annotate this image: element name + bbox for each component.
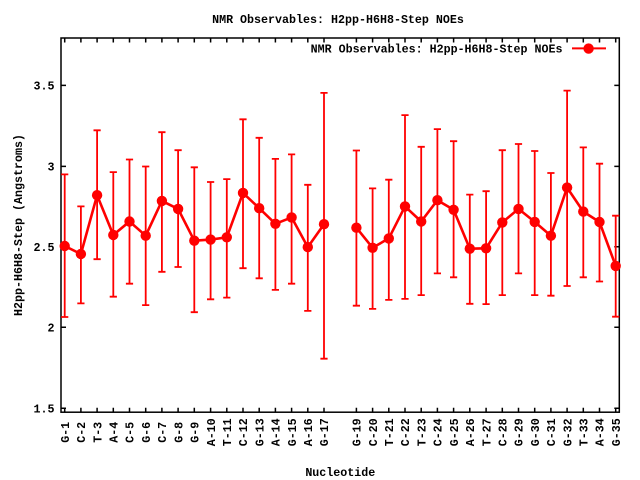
svg-text:G-35: G-35 (610, 418, 624, 446)
svg-text:G-19: G-19 (351, 418, 365, 446)
svg-text:G-13: G-13 (253, 418, 267, 446)
svg-text:C-28: C-28 (497, 418, 511, 446)
svg-text:2.5: 2.5 (34, 241, 55, 255)
svg-text:T-11: T-11 (221, 418, 235, 446)
svg-text:G-29: G-29 (513, 418, 527, 446)
svg-text:G-6: G-6 (140, 422, 154, 443)
svg-text:T-27: T-27 (480, 418, 494, 446)
svg-text:C-22: C-22 (399, 418, 413, 446)
svg-text:A-16: A-16 (302, 418, 316, 446)
svg-text:G-15: G-15 (286, 418, 300, 446)
svg-text:NMR Observables: H2pp-H6H8-Ste: NMR Observables: H2pp-H6H8-Step NOEs (212, 13, 464, 27)
svg-text:C-24: C-24 (432, 418, 446, 446)
svg-text:G-25: G-25 (448, 418, 462, 446)
svg-text:G-1: G-1 (59, 422, 73, 443)
svg-text:H2pp-H6H8-Step (Angstroms): H2pp-H6H8-Step (Angstroms) (12, 134, 26, 316)
svg-text:T-3: T-3 (91, 422, 105, 443)
svg-text:NMR Observables: H2pp-H6H8-Ste: NMR Observables: H2pp-H6H8-Step NOEs (311, 43, 563, 57)
svg-text:A-26: A-26 (464, 418, 478, 446)
svg-text:A-4: A-4 (108, 422, 122, 443)
svg-text:C-5: C-5 (124, 422, 138, 443)
svg-text:G-32: G-32 (561, 418, 575, 446)
svg-text:2: 2 (48, 322, 55, 336)
svg-text:T-21: T-21 (383, 418, 397, 446)
svg-text:C-31: C-31 (545, 418, 559, 446)
svg-text:3: 3 (48, 161, 55, 175)
svg-text:G-30: G-30 (529, 418, 543, 446)
svg-text:G-17: G-17 (318, 418, 332, 446)
svg-text:C-2: C-2 (75, 422, 89, 443)
svg-text:C-7: C-7 (156, 422, 170, 443)
svg-text:A-14: A-14 (270, 418, 284, 446)
svg-text:G-8: G-8 (172, 422, 186, 443)
svg-text:G-9: G-9 (189, 422, 203, 443)
svg-text:A-10: A-10 (205, 418, 219, 446)
svg-text:C-12: C-12 (237, 418, 251, 446)
svg-text:C-20: C-20 (367, 418, 381, 446)
svg-text:Nucleotide: Nucleotide (305, 466, 375, 480)
svg-text:1.5: 1.5 (34, 403, 55, 417)
svg-text:3.5: 3.5 (34, 80, 55, 94)
svg-text:A-34: A-34 (594, 418, 608, 446)
svg-text:T-23: T-23 (415, 418, 429, 446)
svg-text:T-33: T-33 (578, 418, 592, 446)
